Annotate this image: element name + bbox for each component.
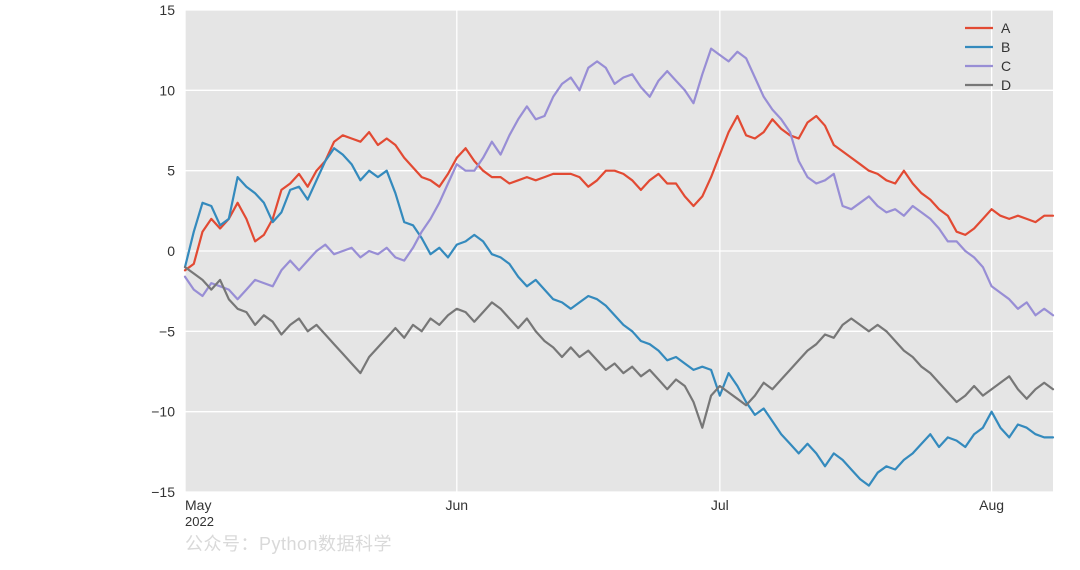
watermark-text: 公众号：Python数据科学	[185, 530, 392, 556]
y-tick-label: −15	[151, 484, 175, 500]
y-tick-label: 15	[159, 2, 175, 18]
y-tick-label: 0	[167, 243, 175, 259]
y-tick-label: −5	[159, 323, 175, 339]
chart-container: −15 −10 −5 0 5 10 15 May2022 Jun Jul Aug ABCD 公众号：P…	[0, 0, 1080, 570]
x-tick-label: Jun	[446, 497, 469, 513]
y-tick-label: −10	[151, 404, 175, 420]
x-tick-label: Jul	[711, 497, 729, 513]
y-tick-label: 10	[159, 82, 175, 98]
y-tick-label: 5	[167, 163, 175, 179]
x-tick-sublabel: 2022	[185, 514, 214, 529]
x-tick-label: May	[185, 497, 211, 513]
x-tick-label: Aug	[979, 497, 1004, 513]
legend-label: A	[1001, 20, 1011, 36]
legend-label: C	[1001, 58, 1011, 74]
line-chart: −15 −10 −5 0 5 10 15 May2022 Jun Jul Aug ABCD	[0, 0, 1080, 570]
legend-label: D	[1001, 77, 1011, 93]
legend-label: B	[1001, 39, 1010, 55]
